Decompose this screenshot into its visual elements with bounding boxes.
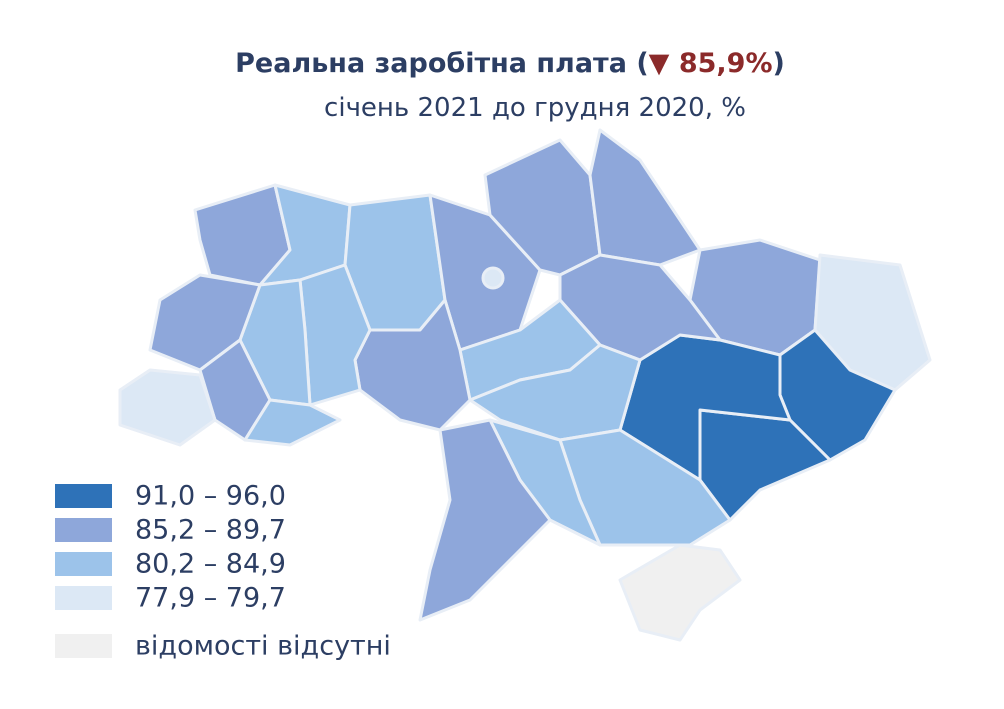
region xyxy=(558,253,722,362)
region xyxy=(118,368,217,447)
kyiv-city xyxy=(481,266,505,290)
legend-swatch xyxy=(55,518,112,542)
region xyxy=(468,343,642,442)
legend-label: 85,2 – 89,7 xyxy=(135,515,286,546)
legend-swatch xyxy=(55,586,112,610)
region xyxy=(588,128,702,267)
map xyxy=(118,128,932,642)
legend-swatch xyxy=(55,484,112,508)
region xyxy=(243,398,342,447)
region xyxy=(618,543,742,642)
legend: 91,0 – 96,085,2 – 89,780,2 – 84,977,9 – … xyxy=(55,481,391,662)
legend-label: 91,0 – 96,0 xyxy=(135,481,286,512)
legend-swatch xyxy=(55,552,112,576)
legend-label: 77,9 – 79,7 xyxy=(135,583,286,614)
legend-label: 80,2 – 84,9 xyxy=(135,549,286,580)
title-text: Реальна заробітна плата ( xyxy=(235,48,649,79)
title: Реальна заробітна плата (▼ 85,9%) xyxy=(235,48,785,79)
legend-swatch xyxy=(55,634,112,658)
subtitle: січень 2021 до грудня 2020, % xyxy=(324,93,746,123)
title-close: ) xyxy=(773,48,785,79)
region xyxy=(418,418,552,622)
legend-label: відомості відсутні xyxy=(135,631,391,662)
change-value: ▼ 85,9% xyxy=(649,48,773,79)
